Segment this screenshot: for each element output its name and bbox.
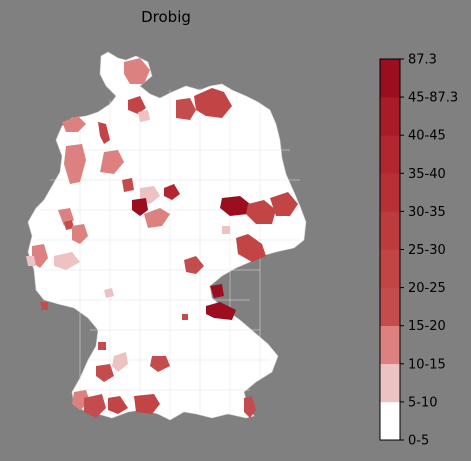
region (206, 302, 236, 320)
colorbar-bin (380, 363, 400, 403)
colorbar-bin (380, 249, 400, 288)
colorbar-tick-label: 40-45 (408, 129, 446, 144)
colorbar-bin (380, 173, 400, 212)
region (98, 122, 110, 144)
region (244, 396, 256, 418)
colorbar-tick-label: 35-40 (408, 167, 446, 182)
region (144, 208, 170, 228)
colorbar-bin (380, 135, 400, 174)
colorbar-tick-label: 15-20 (408, 319, 446, 334)
colorbar-bin (380, 59, 400, 98)
region (64, 144, 86, 184)
colorbar-bins (380, 59, 400, 441)
colorbar-tick-label: 0-5 (408, 434, 429, 449)
colorbar-tick-label: 30-35 (408, 205, 446, 220)
colorbar-tick-label: 87.3 (408, 53, 437, 68)
colorbar-bin (380, 211, 400, 250)
colorbar-tick-label: 45-87.3 (408, 91, 458, 106)
region (184, 256, 204, 274)
region (124, 58, 150, 84)
region (150, 356, 170, 372)
region (64, 220, 74, 230)
colorbar-bin (380, 287, 400, 326)
region (138, 110, 150, 122)
region (222, 226, 230, 234)
region (128, 96, 146, 114)
region (112, 352, 128, 372)
region (62, 116, 86, 132)
region (220, 196, 250, 216)
colorbar-tick-label: 5-10 (408, 395, 438, 410)
region (210, 284, 224, 298)
region (54, 252, 80, 270)
region (108, 396, 128, 414)
colorbar-tick-label: 10-15 (408, 357, 446, 372)
region (84, 394, 106, 418)
region (98, 342, 106, 350)
colorbar-bin (380, 325, 400, 365)
region (194, 88, 232, 118)
region (132, 198, 148, 216)
region (182, 314, 188, 320)
region (100, 150, 124, 174)
colorbar-ticks: 0-5 5-10 10-15 15-20 20-25 25-30 30-35 35-40 40-… (400, 53, 458, 449)
region (40, 302, 48, 310)
region (72, 224, 88, 244)
colorbar-tick-label: 20-25 (408, 281, 446, 296)
region (176, 98, 196, 120)
region (26, 256, 36, 266)
colorbar-tick-label: 25-30 (408, 243, 446, 258)
region (32, 244, 48, 268)
map-regions (26, 58, 298, 418)
district-borders (36, 80, 300, 418)
region (96, 364, 114, 382)
map-title: Drobig (141, 8, 191, 26)
colorbar-bin (380, 401, 400, 441)
region (236, 234, 266, 262)
region (104, 288, 114, 298)
colorbar-bin (380, 97, 400, 136)
region (246, 200, 276, 224)
region (134, 394, 160, 414)
region (164, 184, 180, 200)
region (270, 192, 298, 216)
region (122, 178, 134, 192)
